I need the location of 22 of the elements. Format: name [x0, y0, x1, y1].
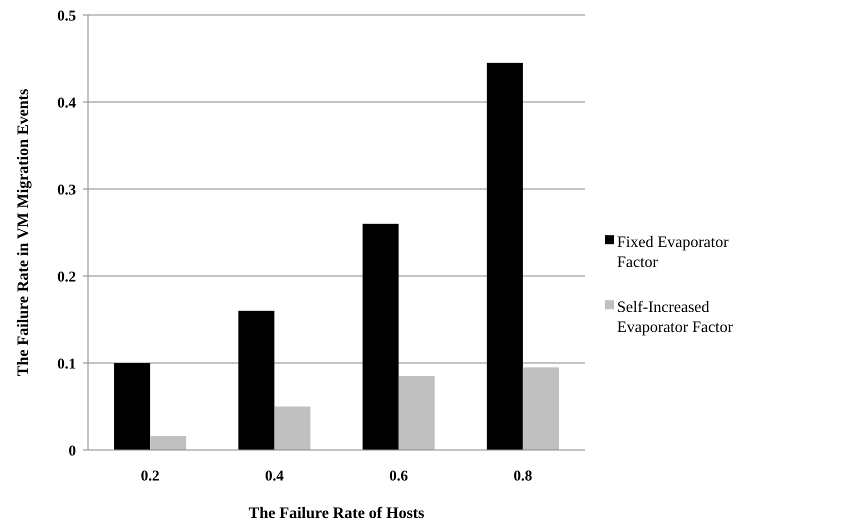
bar	[486, 62, 523, 450]
bar	[150, 436, 186, 450]
y-tick-label: 0.5	[57, 8, 76, 24]
bar	[274, 406, 310, 450]
y-tick-label: 0.1	[57, 356, 76, 372]
x-tick-label: 0.2	[140, 468, 160, 484]
bar	[238, 310, 274, 450]
y-tick-label: 0	[68, 443, 76, 460]
legend-label: Self-Increased Evaporator Factor	[617, 298, 734, 336]
y-axis-title: The Failure Rate in VM Migration Events	[15, 88, 32, 376]
y-tick-label: 0.2	[57, 269, 76, 286]
legend-label: Fixed Evaporator Factor	[617, 234, 730, 271]
y-tick-label: 0.4	[57, 95, 76, 112]
bar	[398, 376, 435, 450]
y-tick-label: 0.3	[57, 182, 76, 198]
bar	[114, 363, 150, 450]
bar	[522, 367, 559, 450]
x-tick-label: 0.4	[265, 468, 284, 484]
x-tick-label: 0.8	[514, 468, 532, 484]
x-tick-label: 0.6	[389, 468, 408, 484]
bar	[362, 224, 399, 450]
x-axis-title: The Failure Rate of Hosts	[248, 505, 424, 522]
